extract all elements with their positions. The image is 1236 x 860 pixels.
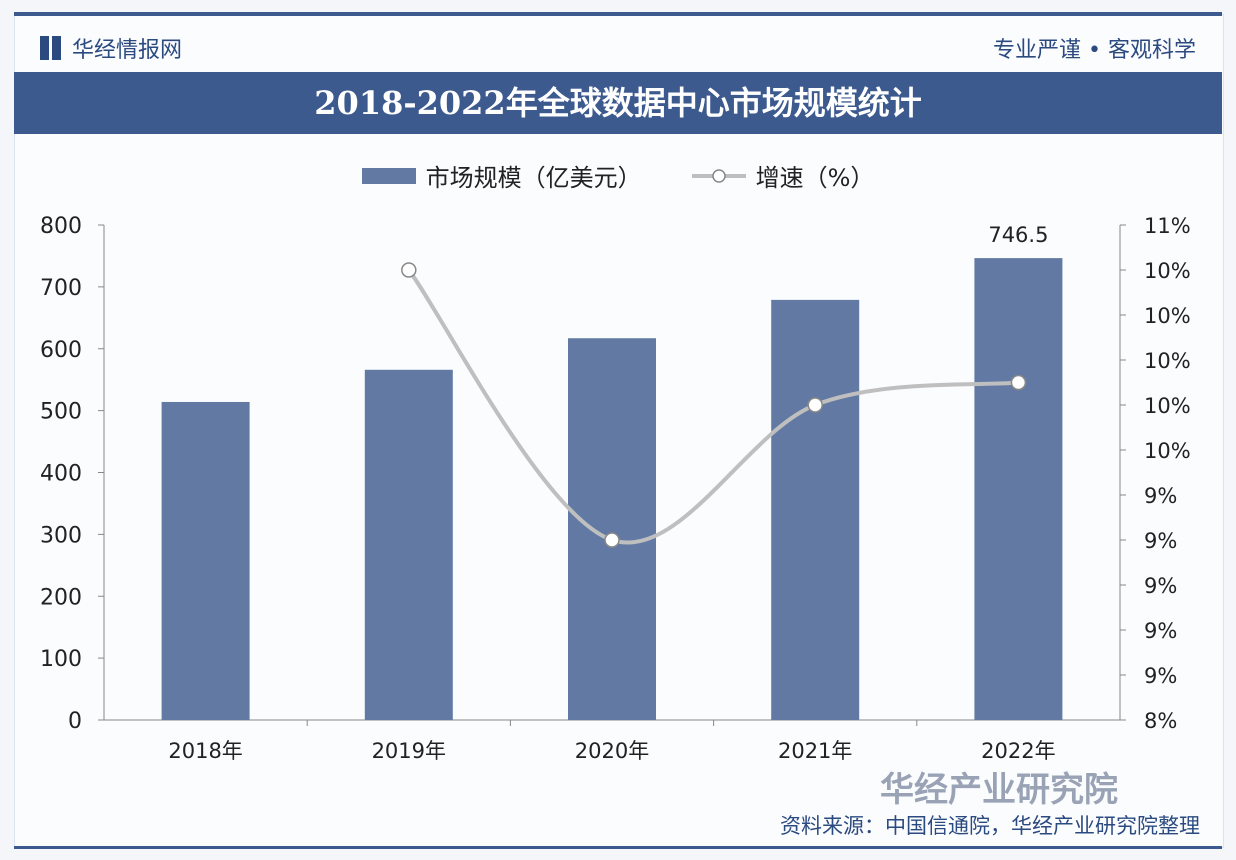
x-tick-label: 2022年: [981, 739, 1055, 763]
growth-line: [407, 268, 1019, 545]
left-tick-label: 600: [40, 338, 82, 363]
bottom-rule: [14, 846, 1222, 849]
line-swatch-icon: [691, 168, 746, 183]
legend-label: 市场规模（亿美元）: [425, 164, 642, 192]
bar-2019年: [364, 369, 453, 720]
bar-2020年: [568, 338, 656, 720]
bar-2021年: [771, 299, 860, 720]
right-tick-label: 10%: [1144, 259, 1191, 283]
top-rule: [14, 12, 1222, 16]
right-tick-label: 9%: [1144, 664, 1177, 688]
right-tick-label: 10%: [1144, 349, 1191, 373]
left-tick-label: 100: [40, 647, 82, 672]
slogan: 专业严谨 • 客观科学: [993, 38, 1196, 63]
right-tick-label: 9%: [1144, 619, 1177, 643]
right-tick-label: 10%: [1144, 439, 1191, 463]
right-tick-label: 9%: [1144, 484, 1177, 508]
left-tick-label: 0: [68, 709, 82, 734]
right-tick-label: 11%: [1144, 214, 1191, 238]
bar-2022年: [974, 258, 1063, 720]
chart-title: 2018-2022年全球数据中心市场规模统计: [14, 72, 1222, 134]
growth-point: [401, 262, 417, 278]
brand: 华经情报网: [40, 32, 182, 64]
growth-point: [1010, 374, 1027, 391]
legend-item-line: 增速（%）: [691, 158, 875, 193]
left-tick-label: 700: [40, 276, 82, 301]
right-tick-label: 10%: [1144, 394, 1191, 418]
right-tick-label: 9%: [1144, 574, 1177, 598]
bar-swatch: [361, 167, 416, 184]
left-tick-label: 400: [40, 462, 82, 487]
growth-point: [807, 397, 823, 413]
x-tick-label: 2019年: [372, 739, 446, 763]
left-tick-label: 200: [40, 585, 82, 610]
watermark: 华经产业研究院: [880, 770, 1118, 810]
x-tick-label: 2018年: [168, 739, 242, 763]
data-label: 746.5: [988, 223, 1048, 247]
left-tick-label: 300: [40, 523, 82, 548]
legend-item-bar: 市场规模（亿美元）: [361, 158, 642, 193]
right-tick-label: 8%: [1144, 709, 1177, 733]
brand-logo-icon: [40, 36, 62, 60]
x-tick-label: 2021年: [778, 739, 852, 763]
legend: 市场规模（亿美元） 增速（%）: [0, 158, 1236, 193]
brand-name: 华经情报网: [72, 38, 183, 63]
left-tick-label: 800: [40, 214, 82, 239]
growth-point: [604, 532, 620, 548]
legend-label: 增速（%）: [755, 164, 875, 192]
x-tick-label: 2020年: [575, 739, 649, 763]
bar-2018年: [161, 401, 250, 720]
right-tick-label: 9%: [1144, 529, 1177, 553]
source-note: 资料来源：中国信通院，华经产业研究院整理: [780, 814, 1200, 838]
right-tick-label: 10%: [1144, 304, 1191, 328]
left-tick-label: 500: [40, 400, 82, 425]
